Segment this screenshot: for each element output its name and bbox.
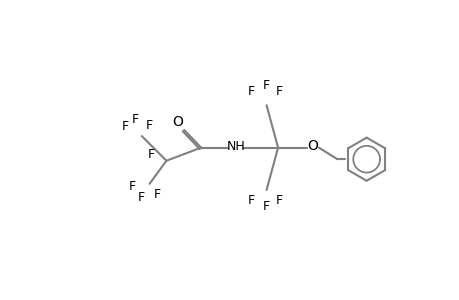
Text: F: F [247, 85, 254, 98]
Text: NH: NH [226, 140, 245, 153]
Text: F: F [274, 194, 282, 207]
Text: F: F [146, 119, 153, 132]
Text: F: F [132, 113, 139, 126]
Text: F: F [263, 200, 269, 213]
Text: F: F [147, 148, 154, 161]
Text: F: F [263, 79, 269, 92]
Text: F: F [121, 120, 128, 134]
Text: O: O [307, 139, 318, 153]
Text: O: O [172, 115, 183, 129]
Text: F: F [129, 180, 136, 194]
Text: F: F [138, 191, 145, 204]
Text: F: F [274, 85, 282, 98]
Text: F: F [247, 194, 254, 207]
Text: F: F [153, 188, 161, 201]
